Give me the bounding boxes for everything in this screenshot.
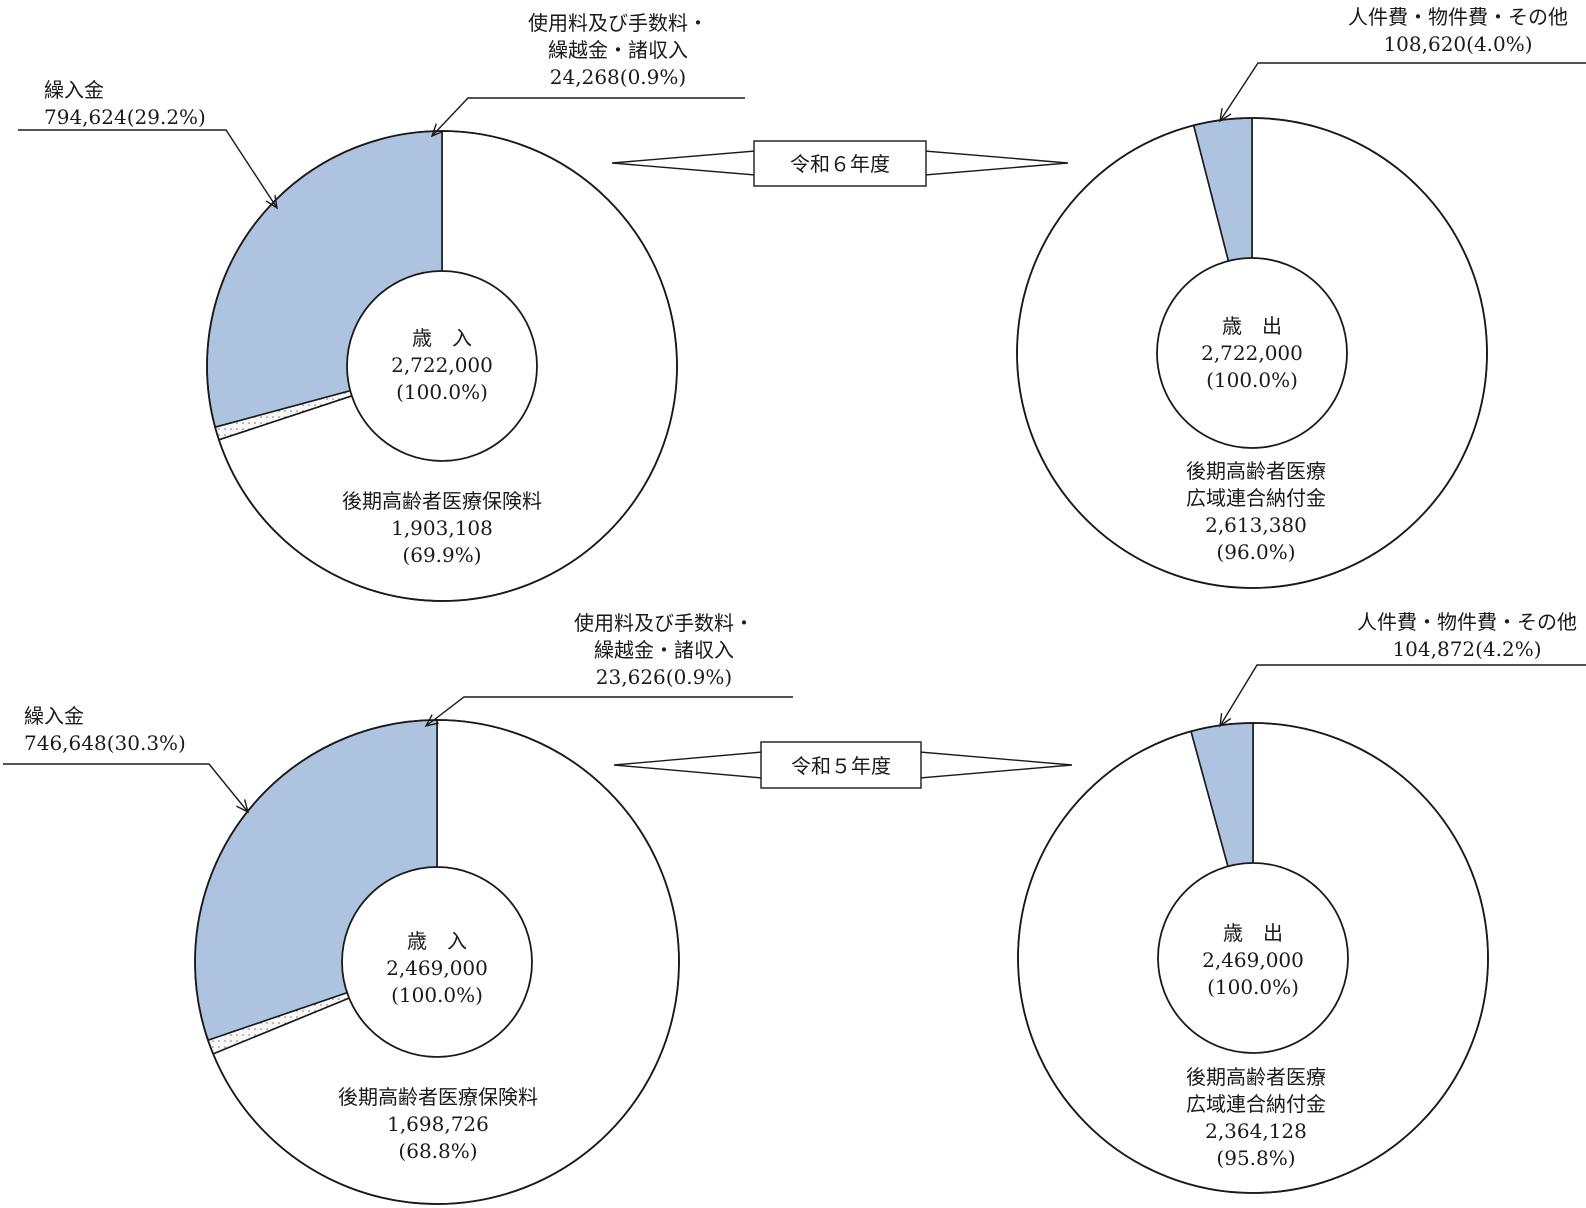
center-label: 歳 入 2,469,000 (100.0%) bbox=[386, 929, 488, 1007]
slice-label-1-line: 人件費・物件費・その他 bbox=[1357, 610, 1577, 634]
slice-label-0-line: 2,613,380 bbox=[1205, 513, 1307, 537]
slice-label-0: 後期高齢者医療保険料 1,903,108 (69.9%) bbox=[342, 489, 542, 567]
slice-label-1: 人件費・物件費・その他 104,872(4.2%) bbox=[1357, 610, 1577, 661]
expenditure-chart-2024: 歳 出 2,722,000 (100.0%) 後期高齢者医療広域連合納付金 2,613,… bbox=[1016, 5, 1586, 589]
slice-label-1-line: 794,624(29.2%) bbox=[44, 105, 206, 129]
leader-line-1 bbox=[1219, 664, 1586, 727]
slice-label-1-line: 104,872(4.2%) bbox=[1392, 637, 1541, 661]
year-label-text: 令和５年度 bbox=[791, 754, 891, 778]
slice-label-0-line: (69.9%) bbox=[402, 543, 481, 567]
slice-label-0-line: 後期高齢者医療 bbox=[1186, 459, 1326, 483]
center-label: 歳 出 2,722,000 (100.0%) bbox=[1201, 314, 1303, 392]
leader-arrowhead-1 bbox=[265, 195, 278, 210]
center-label-line: 歳 入 bbox=[412, 326, 472, 350]
inner-hole bbox=[1156, 257, 1348, 449]
slice-label-1-line: 繰入金 bbox=[24, 704, 84, 728]
slice-label-2-line: 24,268(0.9%) bbox=[550, 65, 686, 89]
slice-label-2: 使用料及び手数料・繰越金・諸収入 23,626(0.9%) bbox=[574, 611, 754, 689]
slice-label-2-line: 使用料及び手数料・ bbox=[574, 611, 754, 635]
outer-ring bbox=[194, 719, 680, 1205]
slice-label-0-line: (96.0%) bbox=[1216, 540, 1295, 564]
leader-line-1 bbox=[1219, 62, 1586, 122]
center-label-line: 2,722,000 bbox=[391, 353, 493, 377]
slice-label-0: 後期高齢者医療保険料 1,698,726 (68.8%) bbox=[338, 1085, 538, 1163]
slice-label-0-line: 1,903,108 bbox=[391, 516, 493, 540]
leader-line-2 bbox=[425, 696, 793, 727]
year-arrow-left bbox=[611, 150, 756, 176]
leader-arrowhead-2 bbox=[424, 714, 439, 728]
slice-label-0-line: 後期高齢者医療保険料 bbox=[338, 1085, 538, 1109]
slice-label-2-line: 繰越金・諸収入 bbox=[548, 38, 688, 62]
slice-label-0-line: (68.8%) bbox=[398, 1139, 477, 1163]
slice-label-1: 人件費・物件費・その他 108,620(4.0%) bbox=[1348, 5, 1568, 56]
slice-label-0-line: 後期高齢者医療保険料 bbox=[342, 489, 542, 513]
leader-line-2 bbox=[431, 97, 745, 137]
inner-hole bbox=[341, 866, 533, 1058]
slice-label-2-line: 使用料及び手数料・ bbox=[528, 11, 708, 35]
revenue-chart-2023: 歳 入 2,469,000 (100.0%) 後期高齢者医療保険料 1,698,726 (… bbox=[3, 611, 793, 1205]
leader-arrowhead-1 bbox=[236, 799, 250, 814]
center-label-line: 歳 出 bbox=[1222, 314, 1282, 338]
leader-line-1 bbox=[18, 129, 278, 209]
outer-ring bbox=[1016, 117, 1488, 589]
year-arrow-right bbox=[924, 150, 1069, 176]
year-box bbox=[753, 140, 927, 187]
slice-label-1: 繰入金 794,624(29.2%) bbox=[44, 78, 206, 129]
slice-label-0: 後期高齢者医療広域連合納付金 2,613,380 (96.0%) bbox=[1186, 459, 1326, 564]
slice-label-0-line: 2,364,128 bbox=[1205, 1119, 1307, 1143]
year-arrow-right bbox=[919, 751, 1073, 779]
slice-label-1: 繰入金 746,648(30.3%) bbox=[24, 704, 186, 755]
leader-arrowhead-1 bbox=[1219, 108, 1232, 123]
center-label-line: 2,469,000 bbox=[386, 956, 488, 980]
center-label-line: (100.0%) bbox=[396, 380, 488, 404]
slice-label-0-line: (95.8%) bbox=[1216, 1146, 1295, 1170]
outer-ring bbox=[1017, 722, 1489, 1194]
center-label-line: (100.0%) bbox=[391, 983, 483, 1007]
center-label: 歳 出 2,469,000 (100.0%) bbox=[1202, 921, 1304, 999]
outer-ring bbox=[206, 130, 678, 602]
slice-label-0-line: 広域連合納付金 bbox=[1186, 1092, 1326, 1116]
slice-label-2-line: 繰越金・諸収入 bbox=[594, 638, 734, 662]
leader-line-1 bbox=[3, 763, 249, 813]
year-label-2024: 令和６年度 bbox=[611, 140, 1069, 187]
slice-label-2: 使用料及び手数料・繰越金・諸収入 24,268(0.9%) bbox=[528, 11, 708, 89]
slice-label-1-line: 人件費・物件費・その他 bbox=[1348, 5, 1568, 29]
center-label-line: 2,469,000 bbox=[1202, 948, 1304, 972]
leader-arrowhead-1 bbox=[1219, 713, 1232, 728]
center-label-line: (100.0%) bbox=[1206, 368, 1298, 392]
expenditure-chart-2023: 歳 出 2,469,000 (100.0%) 後期高齢者医療広域連合納付金 2,364,… bbox=[1017, 610, 1586, 1194]
year-arrow-left bbox=[613, 751, 763, 779]
slice-label-2-line: 23,626(0.9%) bbox=[596, 665, 732, 689]
year-label-2023: 令和５年度 bbox=[613, 741, 1073, 789]
slice-label-1-line: 746,648(30.3%) bbox=[24, 731, 186, 755]
center-label: 歳 入 2,722,000 (100.0%) bbox=[391, 326, 493, 404]
slice-label-0-line: 後期高齢者医療 bbox=[1186, 1065, 1326, 1089]
slice-label-0: 後期高齢者医療広域連合納付金 2,364,128 (95.8%) bbox=[1186, 1065, 1326, 1170]
year-label-text: 令和６年度 bbox=[790, 152, 890, 176]
slice-label-0-line: 広域連合納付金 bbox=[1186, 486, 1326, 510]
leader-arrowhead-2 bbox=[430, 123, 445, 138]
inner-hole bbox=[1157, 862, 1349, 1054]
center-label-line: 歳 入 bbox=[407, 929, 467, 953]
slice-label-0-line: 1,698,726 bbox=[387, 1112, 489, 1136]
year-box bbox=[760, 741, 922, 789]
center-label-line: (100.0%) bbox=[1207, 975, 1299, 999]
center-label-line: 歳 出 bbox=[1223, 921, 1283, 945]
revenue-chart-2024: 歳 入 2,722,000 (100.0%) 後期高齢者医療保険料 1,903,108 (… bbox=[18, 11, 745, 602]
inner-hole bbox=[346, 270, 538, 462]
slice-label-1-line: 108,620(4.0%) bbox=[1383, 32, 1532, 56]
center-label-line: 2,722,000 bbox=[1201, 341, 1303, 365]
slice-label-1-line: 繰入金 bbox=[44, 78, 104, 102]
